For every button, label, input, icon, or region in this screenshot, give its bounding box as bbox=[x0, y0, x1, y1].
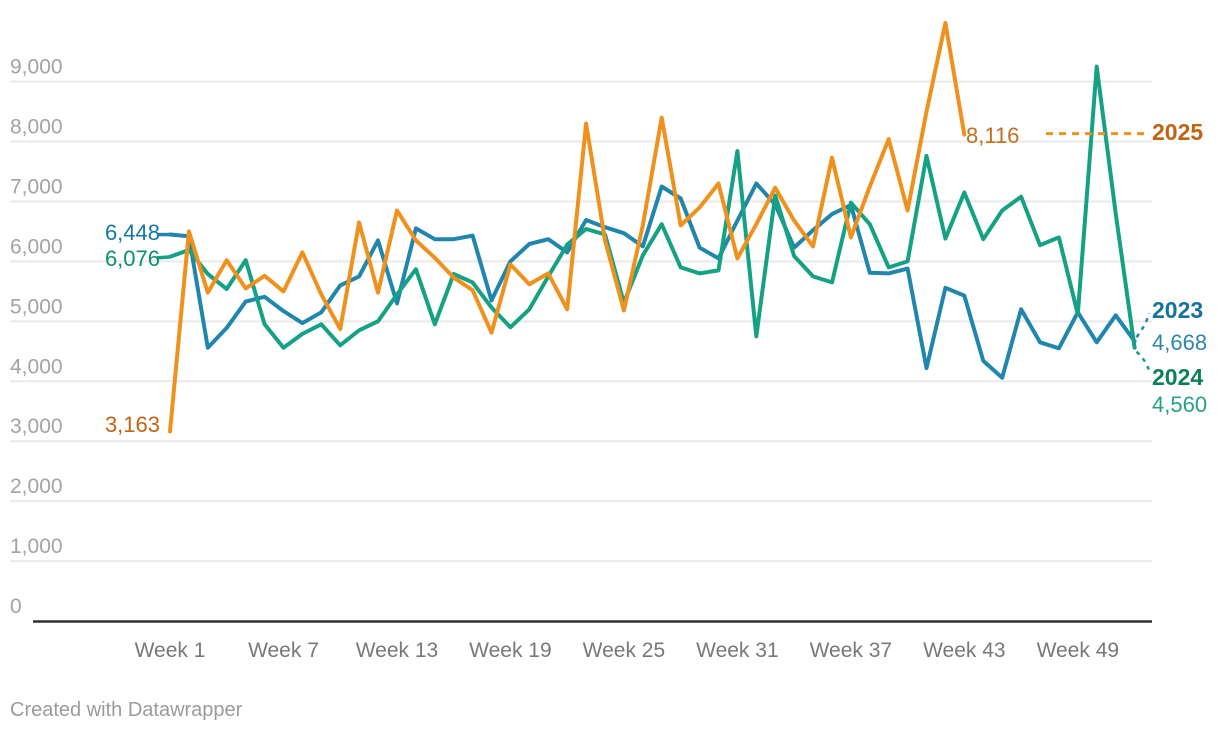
y-axis-labels: 0 1,000 2,000 3,000 4,000 5,000 6,000 7,000 8,00… bbox=[10, 56, 63, 618]
y-tick-label: 0 bbox=[10, 595, 22, 618]
label-connectors bbox=[156, 132, 1152, 375]
series-label-2023: 2023 bbox=[1152, 297, 1204, 323]
y-tick-label: 2,000 bbox=[10, 475, 63, 498]
series-line-2024 bbox=[168, 64, 1137, 350]
x-tick-label: Week 7 bbox=[248, 639, 319, 662]
y-tick-label: 9,000 bbox=[10, 56, 63, 79]
start-label-connector-2024 bbox=[156, 255, 171, 260]
y-tick-label: 5,000 bbox=[10, 295, 63, 318]
x-tick-label: Week 1 bbox=[135, 639, 206, 662]
series-lines bbox=[168, 20, 1137, 434]
x-axis-labels: Week 1 Week 7 Week 13 Week 19 Week 25 Week 31… bbox=[135, 639, 1119, 662]
x-tick-label: Week 37 bbox=[810, 639, 893, 662]
series-line-2023 bbox=[168, 181, 1137, 380]
end-value-label-2023: 4,668 bbox=[1152, 330, 1208, 355]
y-tick-label: 7,000 bbox=[10, 175, 63, 198]
series-label-2024: 2024 bbox=[1152, 364, 1204, 390]
x-tick-label: Week 13 bbox=[356, 639, 439, 662]
start-value-label-2024: 6,076 bbox=[104, 246, 160, 271]
start-value-label-2023: 6,448 bbox=[104, 220, 160, 245]
y-tick-label: 4,000 bbox=[10, 355, 63, 378]
end-value-label-2025: 8,116 bbox=[966, 123, 1020, 148]
end-value-label-2024: 4,560 bbox=[1152, 392, 1208, 417]
y-tick-label: 8,000 bbox=[10, 116, 63, 139]
end-label-connector-2024 bbox=[1135, 350, 1152, 375]
y-tick-label: 1,000 bbox=[10, 535, 63, 558]
x-tick-label: Week 31 bbox=[696, 639, 779, 662]
series-label-2025: 2025 bbox=[1152, 119, 1204, 145]
series-line-2025 bbox=[168, 20, 967, 434]
x-tick-label: Week 25 bbox=[583, 639, 666, 662]
datawrapper-credit: Created with Datawrapper bbox=[10, 699, 243, 721]
end-label-connector-2023 bbox=[1135, 312, 1151, 338]
x-tick-label: Week 43 bbox=[923, 639, 1006, 662]
start-value-label-2025: 3,163 bbox=[104, 412, 160, 437]
x-tick-label: Week 19 bbox=[469, 639, 552, 662]
x-tick-label: Week 49 bbox=[1037, 639, 1120, 662]
y-tick-label: 3,000 bbox=[10, 415, 63, 438]
y-tick-label: 6,000 bbox=[10, 235, 63, 258]
